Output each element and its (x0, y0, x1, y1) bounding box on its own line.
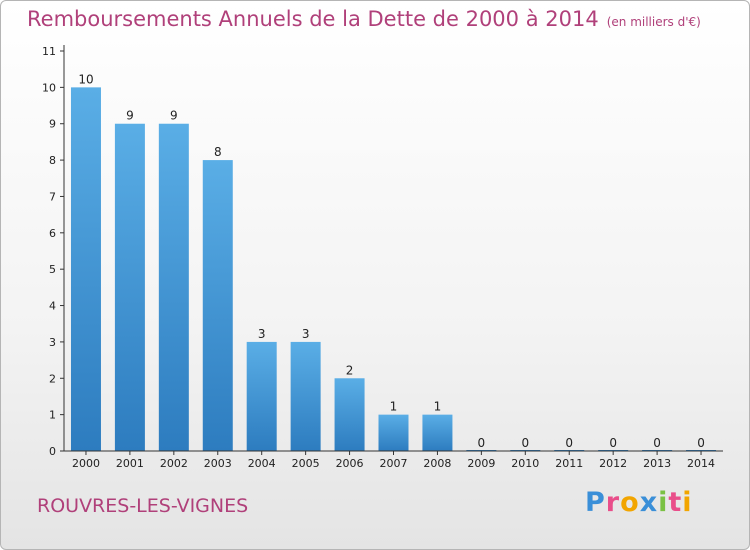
x-tick-label-2004: 2004 (248, 457, 276, 470)
x-tick-label-2002: 2002 (160, 457, 188, 470)
data-label-2014: 0 (697, 436, 705, 450)
x-tick-label-2003: 2003 (204, 457, 232, 470)
data-label-2011: 0 (565, 436, 573, 450)
logo-letter: o (620, 487, 640, 518)
bar-2007 (378, 414, 409, 451)
x-tick-label-2000: 2000 (72, 457, 100, 470)
data-label-2010: 0 (521, 436, 529, 450)
bar-2001 (114, 123, 145, 452)
logo-letter: t (668, 487, 683, 518)
data-labels-group: 109 983 321 10 0 0 0 0 0 (78, 72, 705, 450)
chart-title: Remboursements Annuels de la Dette de 20… (27, 7, 701, 31)
data-label-2013: 0 (653, 436, 661, 450)
bar-chart: 109 983 321 10 0 0 0 0 0 2000 2001 2002 2003 2004 200… (42, 45, 723, 470)
commune-name: ROUVRES-LES-VIGNES (37, 495, 249, 517)
y-tick-label-4: 4 (49, 300, 56, 313)
chart-title-text: Remboursements Annuels de la Dette de 20… (27, 7, 599, 31)
y-tick-label-7: 7 (49, 190, 56, 203)
bar-2003 (202, 160, 233, 451)
proxiti-logo: Proxiti (585, 487, 693, 518)
x-tick-label-2009: 2009 (467, 457, 495, 470)
bar-2006 (334, 378, 365, 451)
bar-2008 (422, 414, 453, 451)
y-tick-label-11: 11 (42, 45, 56, 58)
logo-letter: i (682, 487, 693, 518)
logo-letter: i (658, 487, 669, 518)
x-tick-label-2010: 2010 (511, 457, 539, 470)
x-tick-label-2006: 2006 (336, 457, 364, 470)
logo-letter: r (605, 487, 621, 518)
y-tick-label-3: 3 (49, 336, 56, 349)
bar-2004 (246, 341, 277, 451)
y-tick-label-8: 8 (49, 154, 56, 167)
bars-group (70, 87, 717, 452)
data-label-2009: 0 (478, 436, 486, 450)
logo-letter: x (639, 487, 659, 518)
data-label-2004: 3 (258, 327, 266, 341)
chart-unit: (en milliers d'€) (606, 15, 701, 29)
logo-letter: P (585, 487, 606, 518)
axes-group: 2000 2001 2002 2003 2004 2005 2006 2007 2008 2009… (42, 45, 723, 470)
data-label-2005: 3 (302, 327, 310, 341)
y-tick-label-5: 5 (49, 263, 56, 276)
y-tick-label-10: 10 (42, 81, 56, 94)
y-tick-label-1: 1 (49, 409, 56, 422)
data-label-2003: 8 (214, 145, 222, 159)
y-tick-label-2: 2 (49, 372, 56, 385)
x-tick-label-2001: 2001 (116, 457, 144, 470)
x-tick-label-2005: 2005 (292, 457, 320, 470)
x-tick-label-2008: 2008 (423, 457, 451, 470)
data-label-2006: 2 (346, 363, 354, 377)
y-tick-label-6: 6 (49, 227, 56, 240)
data-label-2007: 1 (390, 400, 398, 414)
x-tick-label-2014: 2014 (687, 457, 715, 470)
data-label-2012: 0 (609, 436, 617, 450)
bar-2005 (290, 341, 321, 451)
x-tick-label-2012: 2012 (599, 457, 627, 470)
data-label-2008: 1 (434, 400, 442, 414)
y-tick-label-0: 0 (49, 445, 56, 458)
x-tick-label-2007: 2007 (380, 457, 408, 470)
bar-2002 (158, 123, 189, 452)
bar-2000 (70, 87, 101, 451)
x-tick-label-2011: 2011 (555, 457, 583, 470)
y-tick-label-9: 9 (49, 118, 56, 131)
data-label-2002: 9 (170, 109, 178, 123)
data-label-2000: 10 (78, 72, 93, 86)
x-tick-label-2013: 2013 (643, 457, 671, 470)
data-label-2001: 9 (126, 109, 134, 123)
